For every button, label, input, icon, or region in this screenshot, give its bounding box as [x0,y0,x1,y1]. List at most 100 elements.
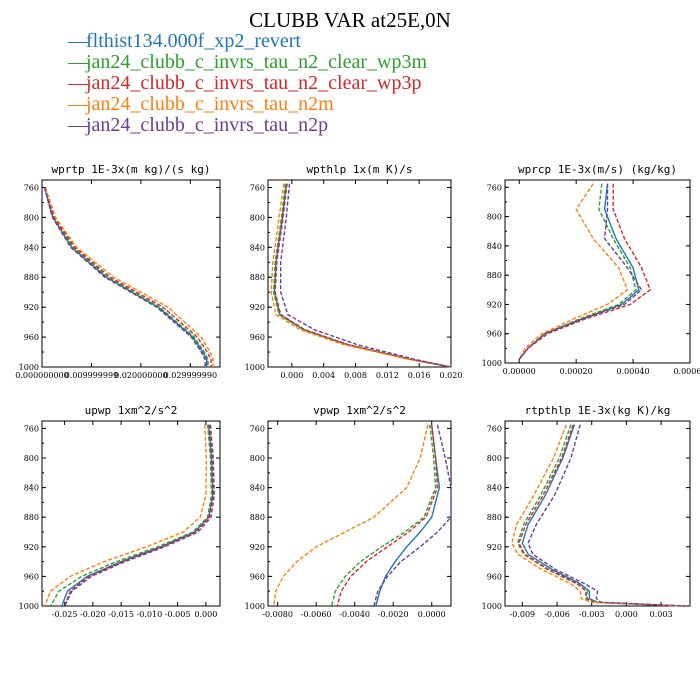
y-tick-label: 880 [250,273,265,282]
series-line [63,424,214,607]
y-tick-label: 920 [24,303,39,312]
series-line [43,187,206,367]
series-line [521,424,685,607]
legend-item: —jan24_clubb_c_invrs_tau_n2_clear_wp3m [68,52,427,73]
y-tick-label: 800 [487,213,502,222]
x-tick-label: -0.0020 [378,610,409,619]
series-line [272,183,452,368]
y-tick-label: 920 [24,543,39,552]
series-line [49,424,213,607]
y-tick-label: 920 [487,543,502,552]
x-tick-label: 0.000 [194,610,217,619]
x-tick-label: 0.020000000 [114,371,167,380]
legend-item: —flthist134.000f_xp2_revert [68,31,427,52]
panel-title: vpwp 1xm^2/s^2 [313,404,406,417]
figure-title: CLUBB VAR at25E,0N [249,8,451,32]
series-line [373,424,452,607]
legend-item: —jan24_clubb_c_invrs_tau_n2_clear_wp3p [68,73,427,94]
x-tick-label: 0.020 [440,371,463,380]
x-tick-label: 0.008 [344,371,367,380]
series-line [518,424,685,607]
y-tick-label: 960 [250,572,265,581]
x-tick-label: 0.000000000 [15,371,68,380]
series-line [63,424,215,607]
chart-panel: vpwp 1xm^2/s^27608008408809209601000-0.0… [245,404,452,619]
series-line [375,424,441,607]
series-line [274,183,452,368]
series-line [330,424,437,607]
series-line [44,424,208,607]
legend: —flthist134.000f_xp2_revert —jan24_clubb… [68,31,427,136]
y-tick-label: 960 [487,572,502,581]
legend-label: flthist134.000f_xp2_revert [86,30,301,52]
series-line [280,183,452,368]
plot-frame [267,179,452,368]
y-tick-label: 920 [250,303,265,312]
legend-item: —jan24_clubb_c_invrs_tau_n2m [68,94,427,115]
x-tick-label: 0.0000 [418,610,446,619]
series-line [518,183,643,360]
x-tick-label: -0.006 [544,610,570,619]
x-tick-label: -0.0040 [339,610,370,619]
y-tick-label: 960 [487,330,502,339]
legend-label: jan24_clubb_c_invrs_tau_n2_clear_wp3p [86,72,422,94]
series-line [44,187,209,367]
y-tick-label: 920 [487,300,502,309]
plot-frame [504,420,691,607]
plot-frame [41,420,221,607]
series-line [44,187,212,367]
x-tick-label: 0.000 [615,610,638,619]
legend-item: —jan24_clubb_c_invrs_tau_n2p [68,115,427,136]
y-tick-label: 840 [487,484,502,493]
series-line [336,424,439,607]
x-tick-label: 0.016 [408,371,431,380]
y-tick-label: 800 [487,454,502,463]
series-line [270,183,452,368]
chart-panel: wprcp 1E-3x(m/s) (kg/kg) 760 800 840 880 920 9… [482,163,700,376]
y-tick-label: 1000 [19,363,39,372]
y-tick-label: 760 [250,424,265,433]
y-tick-label: 960 [24,333,39,342]
y-tick-label: 840 [487,242,502,251]
x-tick-label: -0.003 [579,610,605,619]
chart-panel: wpthlp 1x(m K)/s 760 800 840 880 920 960 1000 0.… [245,163,463,380]
y-tick-label: 1000 [245,363,265,372]
chart-panel: wprtp 1E-3x(m kg)/(s kg) 760 800 840 880 920 9… [15,163,221,380]
x-tick-label: 0.00020 [560,367,593,376]
y-tick-label: 920 [250,543,265,552]
x-tick-label: 0.029999990 [164,371,217,380]
chart-panel: rtpthlp 1E-3x(kg K)/kg 760 800 840 880 920 960… [482,404,691,619]
panel-title: wprtp 1E-3x(m kg)/(s kg) [52,163,211,176]
x-tick-label: 0.00060 [673,367,700,376]
y-tick-label: 1000 [19,602,39,611]
x-tick-label: -0.0060 [301,610,332,619]
y-tick-label: 880 [487,271,502,280]
y-tick-label: 800 [24,454,39,463]
chart-panel: upwp 1xm^2/s^2 760 800 840 880 920 960 1000 -0.0… [19,404,221,619]
legend-label: jan24_clubb_c_invrs_tau_n2_clear_wp3m [86,51,428,73]
y-tick-label: 800 [250,213,265,222]
x-tick-label: -0.0080 [262,610,293,619]
y-tick-label: 760 [487,183,502,192]
x-tick-label: 0.00000 [503,367,536,376]
x-tick-label: 0.009999999 [65,371,118,380]
plot-frame [267,420,452,607]
series-line [518,183,651,360]
y-tick-label: 840 [24,243,39,252]
y-tick-label: 840 [250,243,265,252]
x-tick-label: 0.00040 [617,367,650,376]
series-line [61,424,214,607]
y-tick-label: 760 [250,183,265,192]
x-tick-label: -0.025 [52,610,78,619]
panel-title: rtpthlp 1E-3x(kg K)/kg [525,404,671,417]
x-tick-label: -0.010 [137,610,163,619]
series-line [44,187,214,367]
y-tick-label: 960 [250,333,265,342]
y-tick-label: 880 [24,273,39,282]
series-line [43,187,208,367]
series-line [273,183,452,368]
y-tick-label: 880 [250,513,265,522]
y-tick-label: 960 [24,572,39,581]
x-tick-label: -0.015 [108,610,134,619]
